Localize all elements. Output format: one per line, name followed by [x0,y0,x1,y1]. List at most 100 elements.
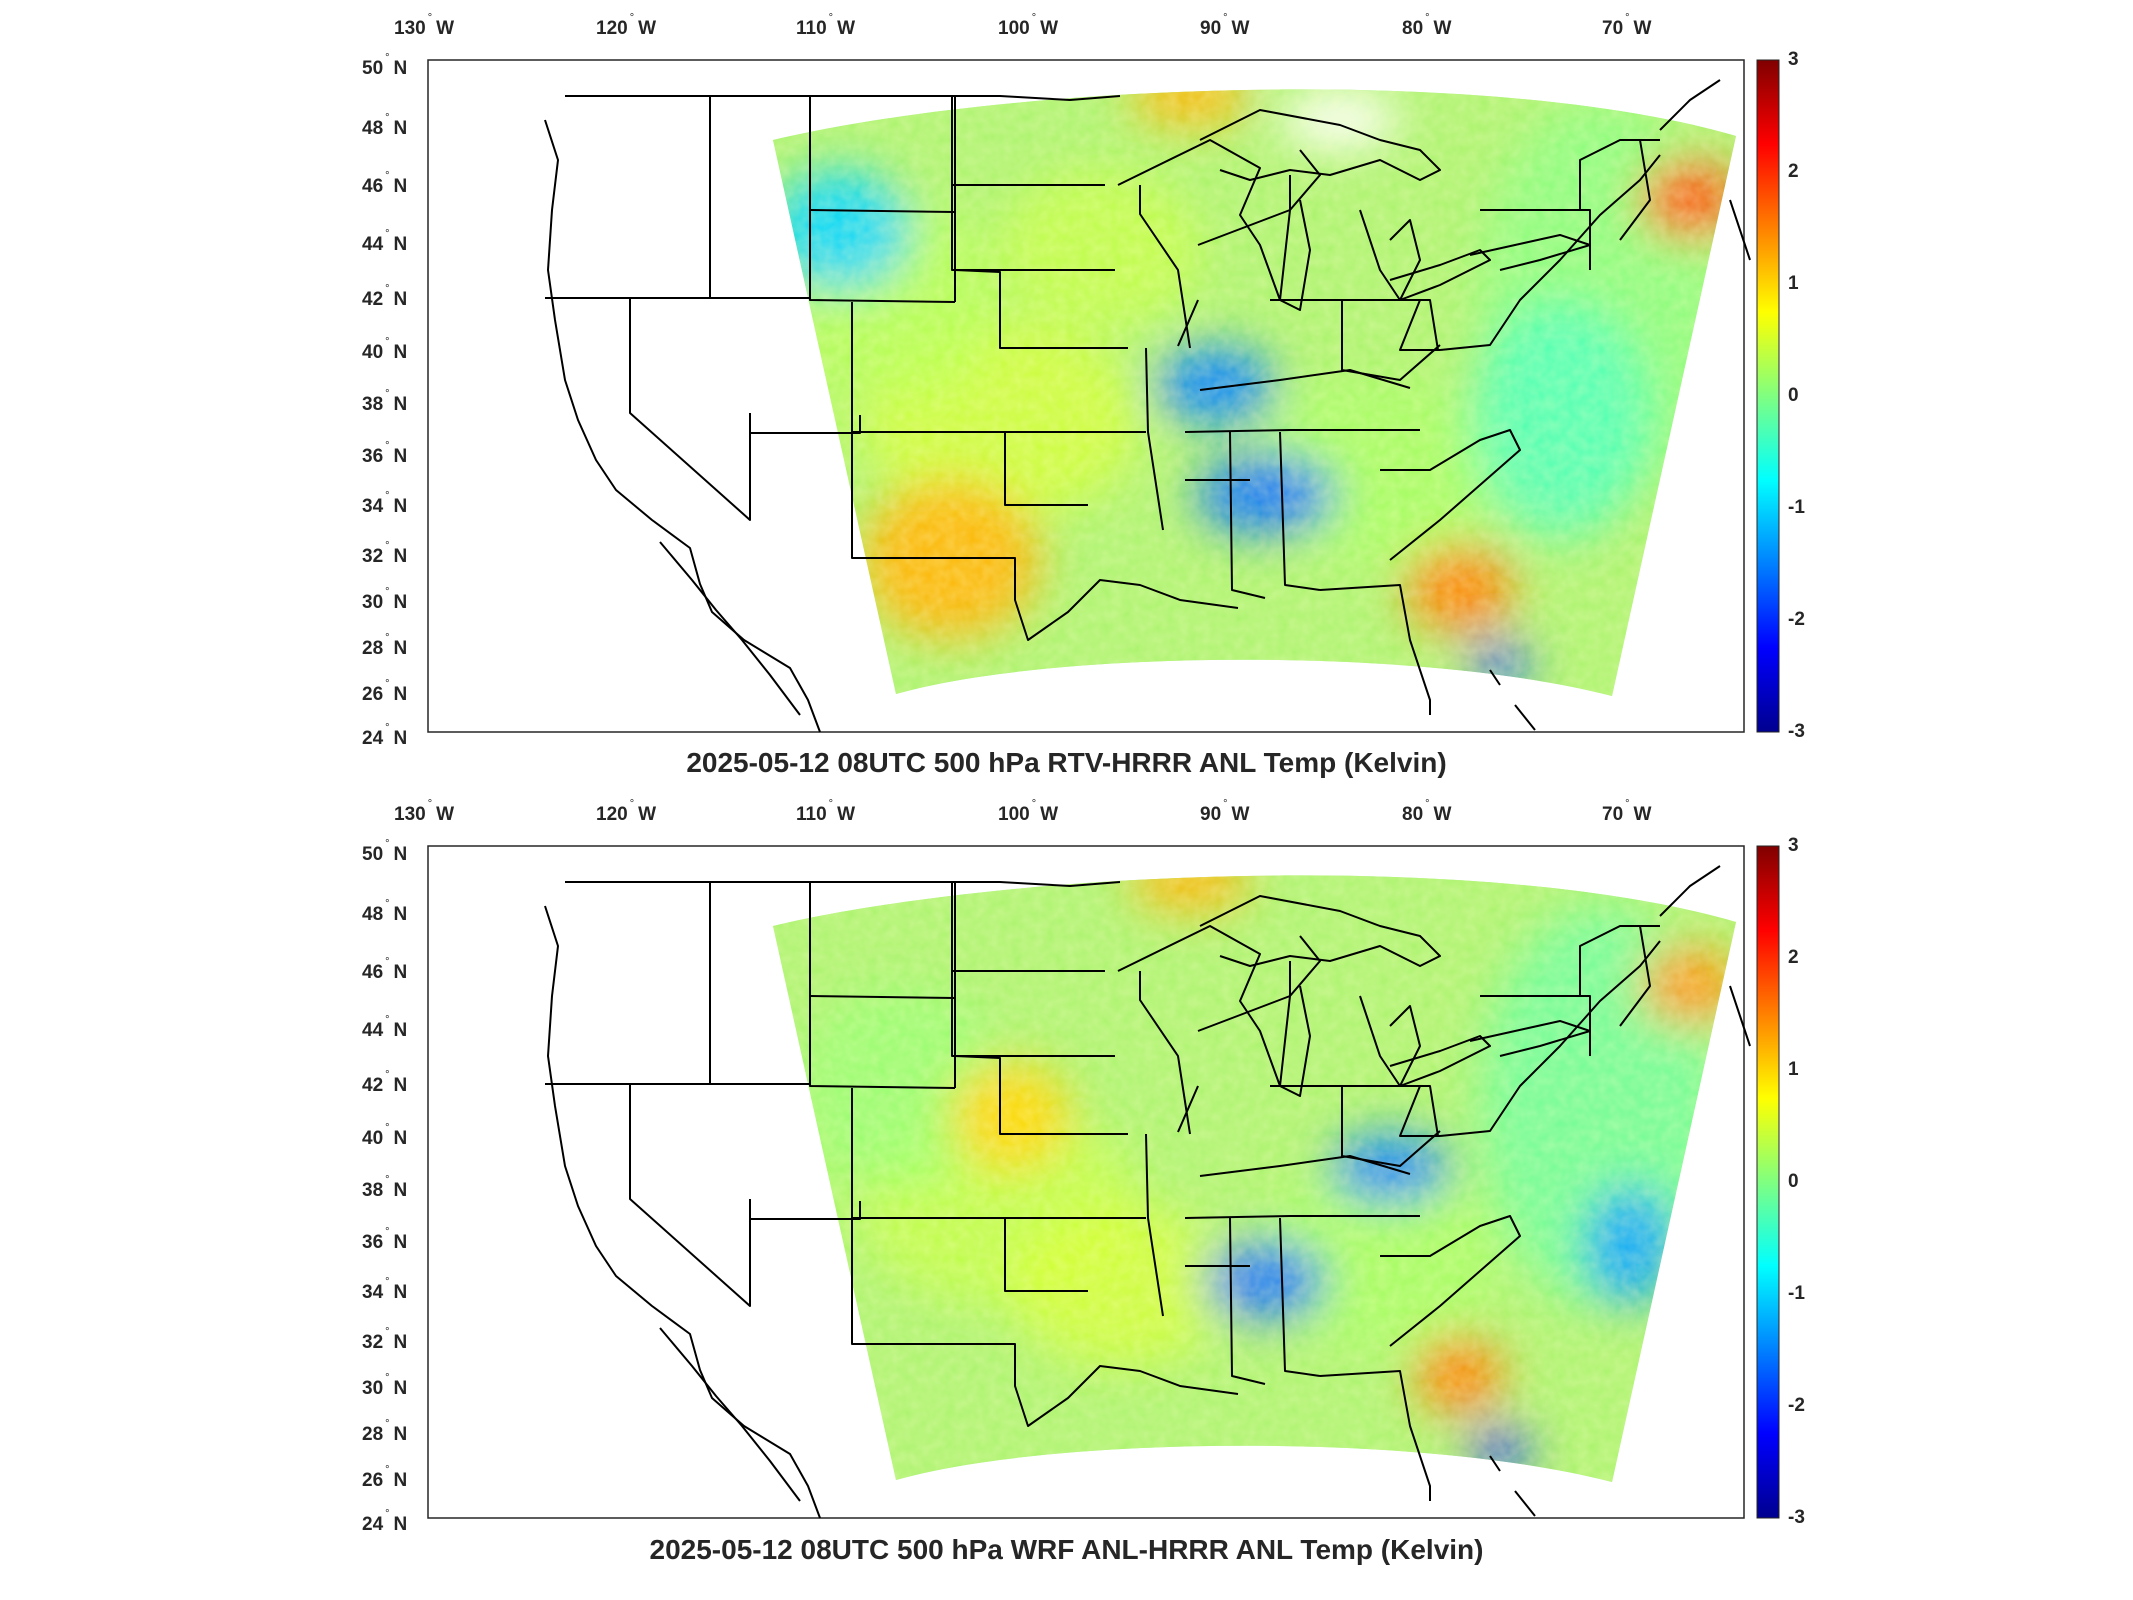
lon-tick-label: 120 ° W [596,798,657,825]
boundary-line [1117,139,1281,301]
boundary-line [1270,299,1439,351]
boundary-line [809,995,956,999]
boundary-line [1480,209,1591,270]
boundary-line [972,1343,1239,1427]
boundary-line [1359,995,1421,1087]
boundary-line [1197,935,1321,1032]
boundary-line [1229,431,1266,599]
boundary-line [1729,985,1751,1047]
lat-tick-label: 36 ° N [362,440,408,467]
boundary-line [1139,185,1191,349]
boundary-line [565,881,1121,887]
colorbar-tick-label: 3 [1788,835,1799,856]
boundary-line [1439,940,1661,1137]
lon-tick-label: 70 ° W [1602,12,1652,39]
boundary-line [1279,961,1311,1097]
lat-tick-label: 46 ° N [362,956,408,983]
panel-title: 2025-05-12 08UTC 500 hPa RTV-HRRR ANL Te… [686,747,1447,778]
boundary-line [1199,109,1441,181]
colorbar [1756,845,1780,1519]
lat-tick-label: 30 ° N [362,1372,408,1399]
boundary-line [1197,149,1321,246]
lat-tick-label: 50 ° N [362,838,408,865]
lat-tick-label: 34 ° N [362,490,408,517]
lat-tick-label: 44 ° N [362,228,408,255]
boundary-line [1489,1455,1501,1472]
lat-tick-label: 26 ° N [362,1464,408,1491]
map-plot [427,59,1780,733]
boundary-line [544,119,821,733]
boundary-line [659,1327,801,1502]
lon-tick-label: 90 ° W [1200,12,1250,39]
map-panel-wrf: 130 ° W 120 ° W 110 ° W 100 ° W 90 ° W 80 ° W 70 ° W 50 ° N 48 ° N… [0,786,2133,1581]
boundary-line [1380,1215,1521,1347]
boundary-line [1514,1490,1536,1517]
lon-tick-label: 130 ° W [394,12,455,39]
lat-tick-label: 42 ° N [362,1069,408,1096]
boundary-line [1341,300,1441,381]
boundary-line [565,95,1121,101]
colorbar-tick-label: -1 [1788,1283,1805,1304]
boundary-line [1469,1020,1591,1057]
boundary-line [809,882,956,1089]
lat-tick-label: 24 ° N [362,1508,408,1535]
colorbar-tick-label: -3 [1788,721,1805,742]
boundary-line [1659,865,1721,917]
lat-tick-label: 28 ° N [362,632,408,659]
boundary-line [1004,432,1088,506]
lat-tick-label: 32 ° N [362,1326,408,1353]
boundary-line [1279,431,1321,591]
boundary-line [1619,139,1651,241]
boundary-line [1279,175,1311,311]
boundary-line [1359,209,1421,301]
lat-tick-label: 46 ° N [362,170,408,197]
panel-title: 2025-05-12 08UTC 500 hPa WRF ANL-HRRR AN… [649,1534,1484,1565]
boundary-line [971,431,1146,433]
lat-tick-label: 30 ° N [362,586,408,613]
boundary-line [1117,925,1281,1087]
boundary-line [1199,895,1441,967]
boundary-line [1145,347,1164,531]
boundary-line [1399,299,1440,351]
boundary-line [629,298,751,521]
colorbar-tick-label: 2 [1788,161,1799,182]
boundary-line [1177,1085,1199,1133]
boundary-line [1199,369,1411,391]
boundary-line [1139,971,1191,1135]
boundary-line [1145,1133,1164,1317]
boundary-line [851,1218,972,1345]
boundary-line [544,905,821,1519]
lon-tick-label: 130 ° W [394,798,455,825]
lon-tick-label: 80 ° W [1402,12,1452,39]
lat-tick-label: 34 ° N [362,1276,408,1303]
map-plot [427,845,1780,1519]
colorbar [1756,59,1780,733]
boundary-line [972,557,1239,641]
lon-tick-label: 90 ° W [1200,798,1250,825]
boundary-line [1659,79,1721,131]
colorbar-tick-label: 1 [1788,1059,1799,1080]
lat-tick-label: 44 ° N [362,1014,408,1041]
boundary-line [1469,234,1591,271]
lat-tick-label: 28 ° N [362,1418,408,1445]
colorbar-tick-label: 1 [1788,273,1799,294]
lat-tick-label: 38 ° N [362,388,408,415]
lat-tick-label: 24 ° N [362,722,408,749]
boundary-line [851,432,972,559]
boundary-line [951,971,1115,1057]
lat-tick-label: 50 ° N [362,52,408,79]
boundary-line [1279,1217,1321,1377]
boundary-line [749,413,861,434]
boundary-line [629,1084,751,1307]
boundary-line [1319,1370,1431,1501]
lon-tick-label: 70 ° W [1602,798,1652,825]
lat-tick-label: 40 ° N [362,1122,408,1149]
lon-tick-label: 100 ° W [998,798,1059,825]
boundary-line [1439,154,1661,351]
lon-tick-label: 100 ° W [998,12,1059,39]
lat-tick-label: 38 ° N [362,1174,408,1201]
lat-tick-label: 32 ° N [362,540,408,567]
lon-tick-label: 80 ° W [1402,798,1452,825]
lon-tick-label: 120 ° W [596,12,657,39]
boundary-line [1480,995,1591,1056]
